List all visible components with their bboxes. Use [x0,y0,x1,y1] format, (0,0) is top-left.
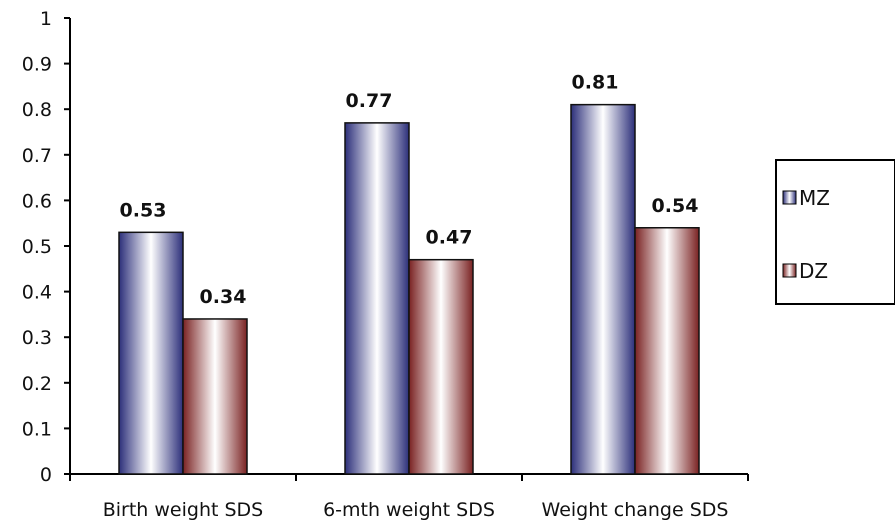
y-tick-label: 0 [40,464,52,486]
data-label: 0.81 [572,72,619,94]
bar-dz [408,258,474,475]
y-tick-label: 0.8 [22,99,52,121]
bar-mz [570,103,636,475]
legend-label-dz: DZ [799,259,828,283]
bar-dz [182,318,248,475]
x-category-label: 6-mth weight SDS [323,499,495,521]
plot-area: 0 0.1 0.2 0.3 0.4 0.5 0.6 0.7 0.8 0.9 1 Birth weigh… [22,8,749,521]
data-label: 0.77 [346,90,393,112]
legend-swatch-dz [782,263,797,278]
bar-mz [344,122,410,475]
y-tick-label: 1 [40,8,52,30]
legend-box [775,159,895,305]
y-tick-label: 0.3 [22,327,52,349]
bar-dz [634,227,700,475]
bar-mz [118,231,184,475]
y-tick-label: 0.6 [22,190,52,212]
x-category-label: Birth weight SDS [103,499,264,521]
legend: MZ DZ [775,159,895,305]
x-category-label: Weight change SDS [542,499,729,521]
y-tick-label: 0.9 [22,54,52,76]
data-label: 0.54 [652,195,699,217]
y-tick-label: 0.4 [22,282,52,304]
data-label: 0.34 [200,286,247,308]
legend-label-mz: MZ [799,186,830,210]
data-label: 0.53 [120,199,167,221]
y-tick-label: 0.2 [22,373,52,395]
y-tick-label: 0.7 [22,145,52,167]
data-label: 0.47 [426,227,473,249]
legend-swatch-mz [782,190,797,205]
y-tick-label: 0.1 [22,418,52,440]
y-tick-label: 0.5 [22,236,52,258]
